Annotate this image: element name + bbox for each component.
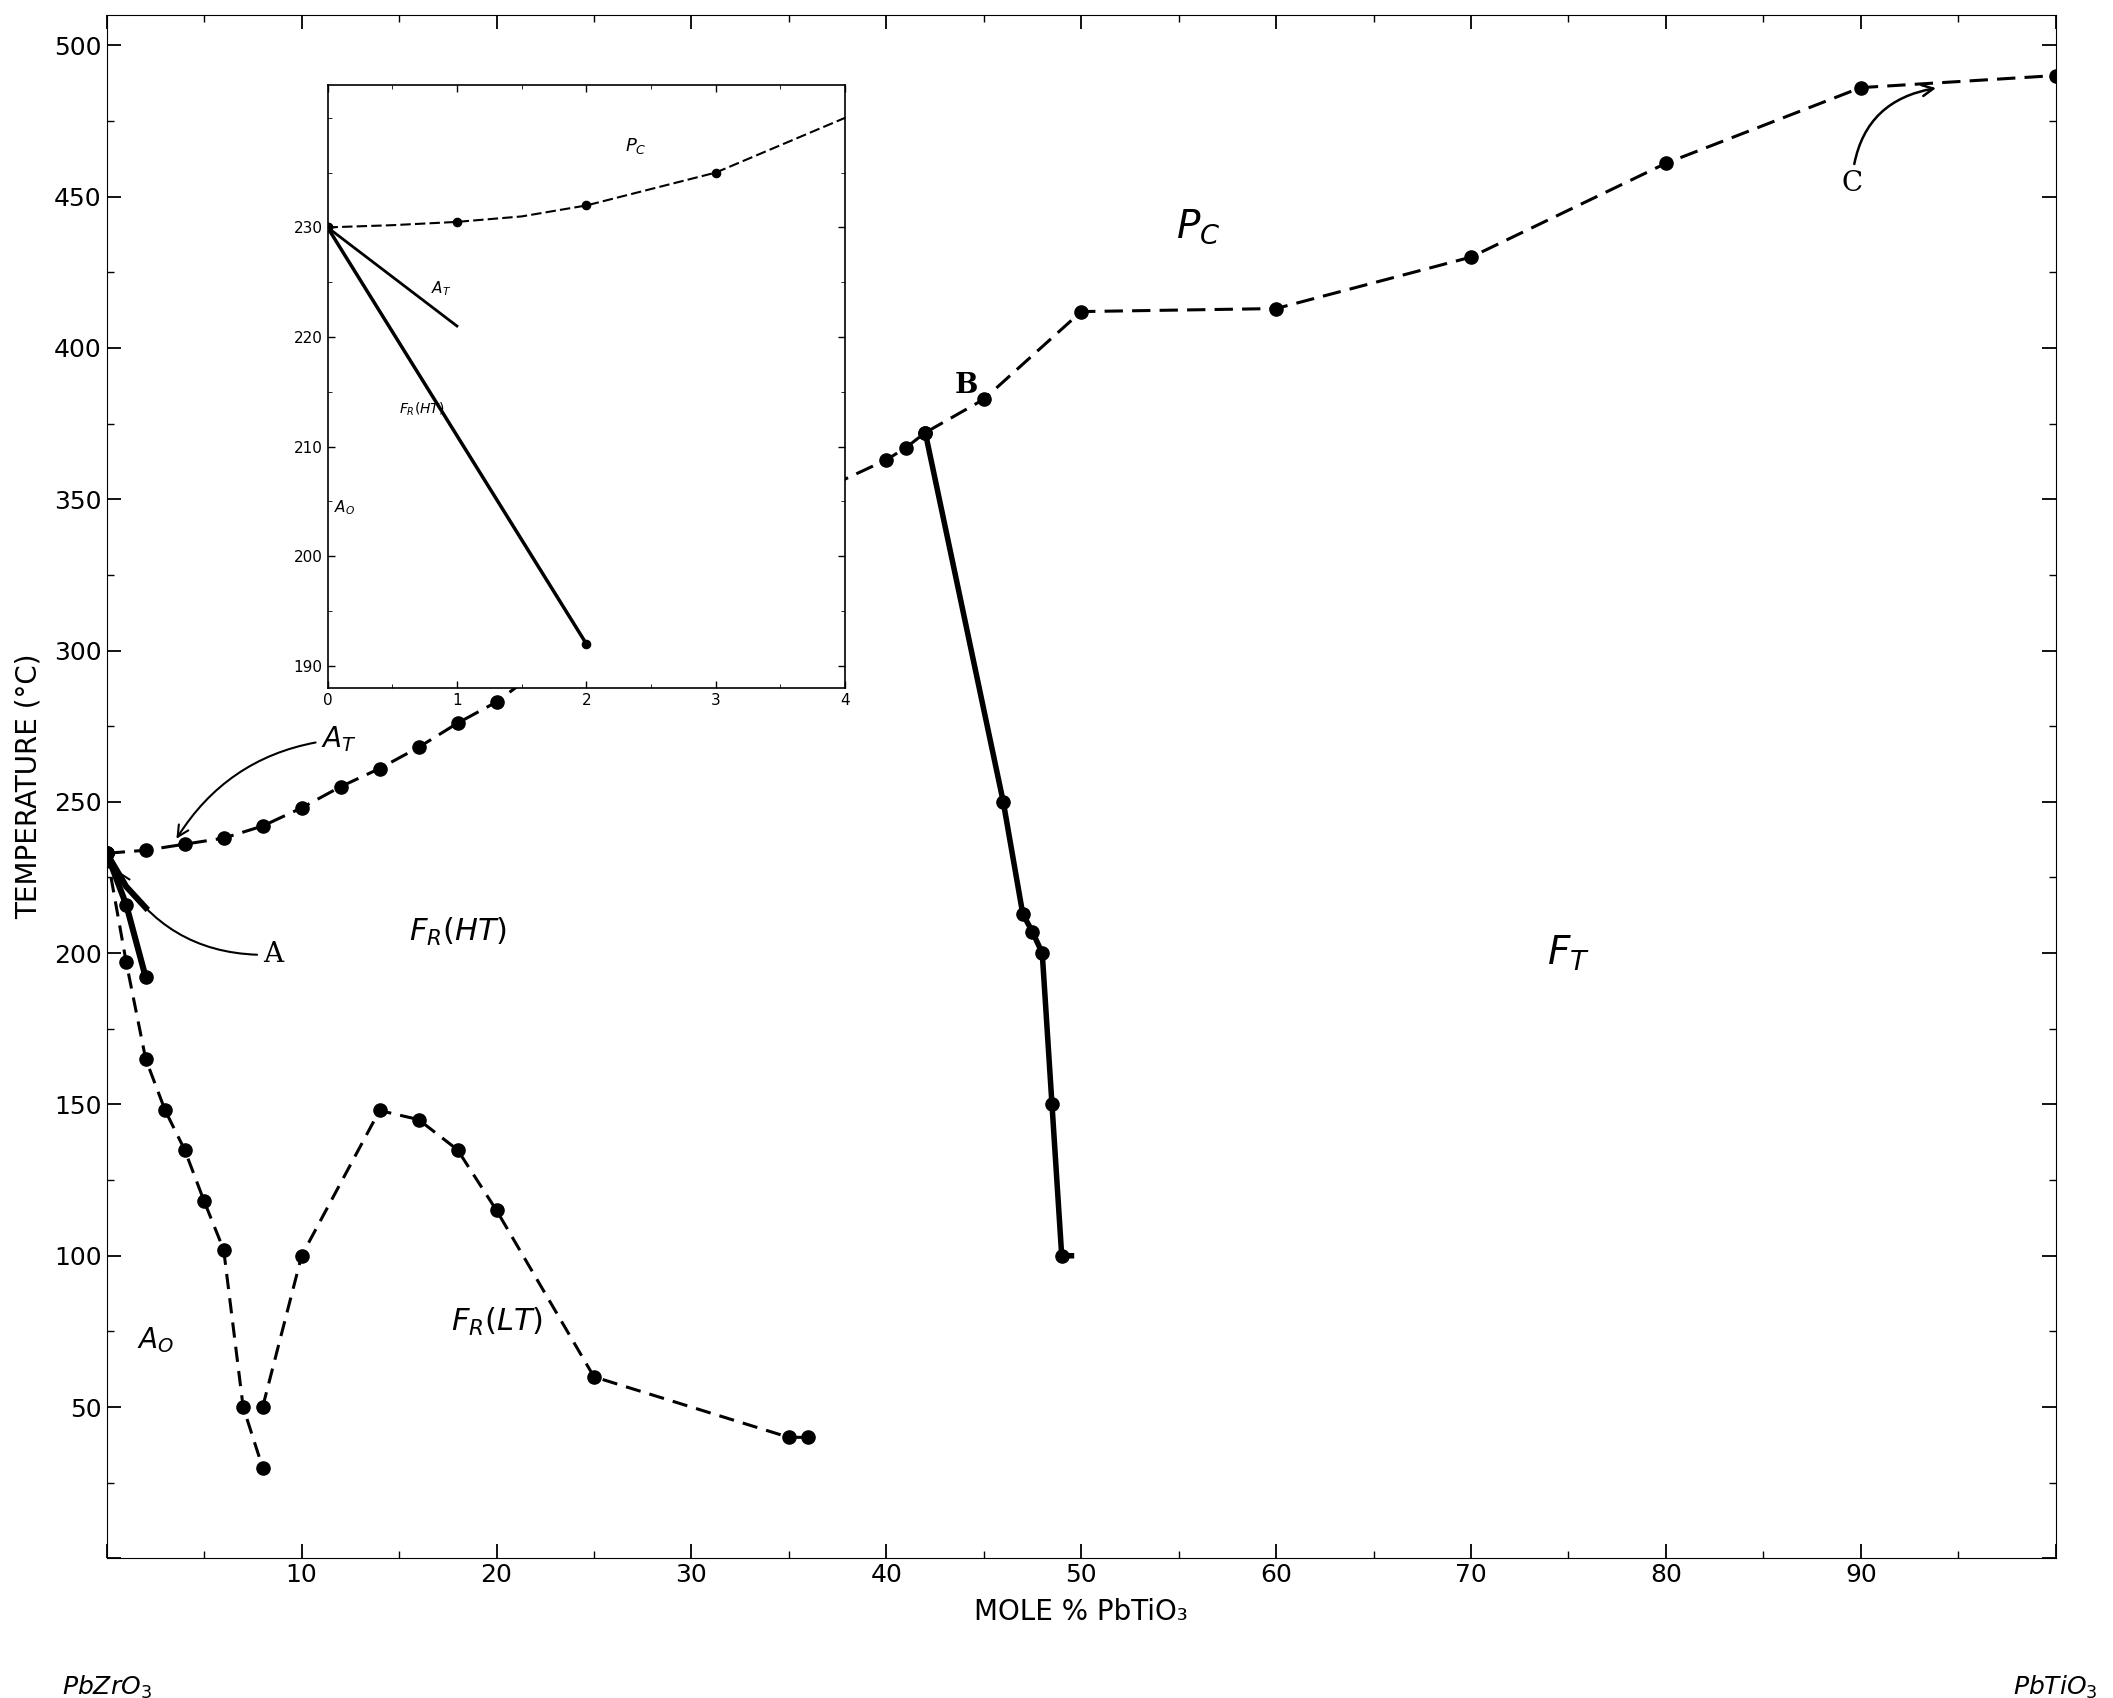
Point: [1025, 939, 1059, 966]
Point: [771, 492, 805, 520]
Point: [285, 1243, 319, 1270]
Point: [480, 688, 513, 715]
Point: [1016, 919, 1050, 946]
Text: $F_R(HT)$: $F_R(HT)$: [408, 915, 507, 947]
Point: [1454, 243, 1488, 270]
Point: [771, 1423, 805, 1450]
Point: [129, 837, 163, 864]
Point: [987, 788, 1021, 815]
Point: [1035, 1090, 1069, 1117]
Point: [311, 214, 344, 241]
Point: [440, 209, 473, 236]
Text: $PbTiO_3$: $PbTiO_3$: [2014, 1673, 2098, 1698]
Point: [245, 812, 279, 839]
Point: [91, 841, 125, 868]
Point: [868, 447, 902, 474]
Text: $A_O$: $A_O$: [334, 498, 355, 516]
Point: [1065, 297, 1099, 324]
Point: [909, 419, 942, 447]
Point: [571, 192, 604, 219]
Point: [188, 1187, 222, 1214]
Point: [1006, 900, 1040, 927]
Point: [2039, 61, 2073, 88]
Point: [311, 214, 344, 241]
Point: [148, 1097, 182, 1124]
Point: [207, 1236, 241, 1263]
Point: [442, 710, 475, 737]
Point: [480, 1197, 513, 1224]
Point: [577, 1363, 611, 1391]
Text: $A_O$: $A_O$: [137, 1326, 173, 1355]
Point: [226, 1394, 260, 1421]
Point: [890, 435, 923, 462]
Point: [363, 756, 397, 783]
Point: [363, 1097, 397, 1124]
Point: [245, 1394, 279, 1421]
Point: [909, 419, 942, 447]
Text: $F_R(LT)$: $F_R(LT)$: [450, 1306, 543, 1338]
Text: $A_T$: $A_T$: [431, 278, 452, 297]
Text: $P_C$: $P_C$: [1177, 207, 1221, 246]
Text: $PbZrO_3$: $PbZrO_3$: [61, 1673, 152, 1698]
Point: [91, 841, 125, 868]
Text: A: A: [118, 873, 283, 968]
Point: [91, 841, 125, 868]
Text: $F_R(HT)$: $F_R(HT)$: [399, 401, 444, 418]
Point: [968, 385, 1002, 413]
Point: [110, 891, 144, 919]
Point: [110, 949, 144, 976]
Point: [1845, 75, 1878, 102]
Point: [285, 795, 319, 822]
Point: [1648, 149, 1682, 177]
Point: [401, 734, 435, 761]
Point: [1259, 295, 1293, 323]
Point: [245, 1453, 279, 1481]
Text: B: B: [955, 372, 978, 399]
Text: $F_T$: $F_T$: [1547, 934, 1589, 973]
Point: [577, 616, 611, 644]
Point: [1044, 1243, 1078, 1270]
Point: [129, 964, 163, 992]
Point: [323, 773, 357, 800]
Point: [674, 571, 708, 598]
Point: [571, 630, 604, 657]
Point: [442, 1136, 475, 1163]
Text: C: C: [1840, 85, 1933, 197]
Point: [401, 1105, 435, 1133]
Point: [129, 1046, 163, 1073]
Text: $P_C$: $P_C$: [625, 136, 647, 156]
Y-axis label: TEMPERATURE (°C): TEMPERATURE (°C): [15, 654, 42, 919]
Point: [792, 1423, 826, 1450]
Point: [699, 160, 733, 187]
Point: [207, 825, 241, 852]
Text: $A_T$: $A_T$: [177, 725, 357, 837]
Point: [167, 830, 201, 857]
X-axis label: MOLE % PbTiO₃: MOLE % PbTiO₃: [974, 1598, 1188, 1627]
Point: [167, 1136, 201, 1163]
